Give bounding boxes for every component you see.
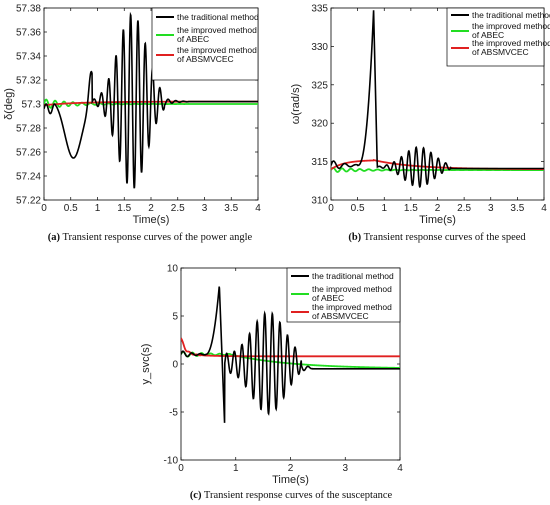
x-tick-label: 2 bbox=[435, 203, 441, 214]
series-line bbox=[331, 10, 544, 188]
y-axis-label: y_svc(s) bbox=[140, 344, 152, 385]
y-tick-label: 57.24 bbox=[16, 172, 41, 183]
series-line bbox=[181, 337, 400, 358]
legend-label-line: the improved method bbox=[177, 45, 257, 55]
y-tick-label: 57.26 bbox=[16, 148, 41, 159]
series-line bbox=[44, 11, 258, 189]
series-line bbox=[181, 286, 400, 423]
x-tick-label: 2.5 bbox=[457, 203, 471, 214]
x-tick-label: 0.5 bbox=[351, 203, 365, 214]
legend-label: the traditional method bbox=[472, 10, 550, 20]
y-tick-label: 5 bbox=[172, 312, 178, 323]
legend-box bbox=[151, 7, 259, 81]
x-tick-label: 4 bbox=[541, 203, 547, 214]
y-axis-label: δ(deg) bbox=[3, 88, 15, 120]
y-tick-label: 0 bbox=[172, 360, 178, 371]
y-tick-label: 325 bbox=[311, 80, 328, 91]
legend-label: the improved method of ABSMVCEC bbox=[312, 302, 392, 321]
x-tick-label: 3 bbox=[342, 463, 348, 474]
y-tick-label: 57.38 bbox=[16, 4, 41, 15]
legend-label: the improved method of ABEC bbox=[472, 21, 550, 40]
legend-label-line: of ABSMVCEC bbox=[177, 54, 234, 64]
caption-text: Transient response curves of the speed bbox=[361, 232, 526, 243]
legend-label: the improved method of ABSMVCEC bbox=[177, 45, 257, 64]
x-tick-label: 1.5 bbox=[117, 203, 131, 214]
y-tick-label: 57.22 bbox=[16, 196, 41, 207]
chart-panel: 0 0.5 1 1.5 2 2.5 3 3.5 4 310 315 320 325 330 335 the t… bbox=[290, 4, 550, 244]
legend-label: the improved method of ABSMVCEC bbox=[472, 38, 550, 57]
legend-label-line: of ABSMVCEC bbox=[472, 47, 529, 57]
y-tick-label: 57.34 bbox=[16, 52, 41, 63]
chart-caption: (c) Transient response curves of the sus… bbox=[190, 490, 393, 501]
legend-label-line: the improved method bbox=[472, 21, 550, 31]
x-tick-label: 0.5 bbox=[64, 203, 78, 214]
x-tick-label: 1 bbox=[233, 463, 239, 474]
legend-label-line: of ABSMVCEC bbox=[312, 311, 369, 321]
y-tick-label: 315 bbox=[311, 157, 328, 168]
legend-label-line: the improved method bbox=[312, 284, 392, 294]
y-tick-label: 310 bbox=[311, 196, 328, 207]
y-axis-label: ω(rad/s) bbox=[290, 84, 302, 124]
legend-label-line: of ABEC bbox=[472, 30, 504, 40]
x-tick-label: 0 bbox=[178, 463, 184, 474]
legend-label-line: the improved method bbox=[177, 25, 257, 35]
x-axis-label: Time(s) bbox=[133, 214, 170, 226]
legend-label-line: the improved method bbox=[312, 302, 392, 312]
x-tick-label: 3.5 bbox=[224, 203, 238, 214]
y-tick-label: 57.32 bbox=[16, 76, 41, 87]
x-tick-label: 1.5 bbox=[404, 203, 418, 214]
legend-label-line: the improved method bbox=[472, 38, 550, 48]
caption-label: (a) bbox=[48, 232, 61, 243]
x-tick-label: 2 bbox=[148, 203, 154, 214]
x-axis-label: Time(s) bbox=[272, 474, 309, 486]
series-line bbox=[181, 350, 400, 369]
y-tick-label: 335 bbox=[311, 4, 328, 15]
chart-caption: (a) Transient response curves of the pow… bbox=[48, 232, 253, 243]
y-tick-label: 10 bbox=[167, 264, 179, 275]
legend-label: the improved method of ABEC bbox=[312, 284, 392, 303]
legend-box bbox=[446, 7, 545, 67]
caption-label: (c) bbox=[190, 490, 202, 501]
x-tick-label: 3 bbox=[202, 203, 208, 214]
x-tick-label: 4 bbox=[397, 463, 403, 474]
x-tick-label: 1 bbox=[95, 203, 101, 214]
y-tick-label: 320 bbox=[311, 119, 328, 130]
y-tick-label: 57.28 bbox=[16, 124, 41, 135]
chart-panel: 0 0.5 1 1.5 2 2.5 3 3.5 4 57.22 57.24 57.26 57.28 57.… bbox=[3, 4, 261, 244]
x-tick-label: 0 bbox=[328, 203, 334, 214]
y-tick-label: 57.36 bbox=[16, 28, 41, 39]
legend-label: the traditional method bbox=[312, 271, 394, 281]
caption-label: (b) bbox=[348, 232, 361, 243]
caption-text: Transient response curves of the power a… bbox=[60, 232, 253, 243]
x-tick-label: 4 bbox=[255, 203, 261, 214]
x-tick-label: 3.5 bbox=[510, 203, 524, 214]
x-tick-label: 2 bbox=[288, 463, 294, 474]
x-axis-label: Time(s) bbox=[419, 214, 456, 226]
x-tick-label: 1 bbox=[381, 203, 387, 214]
x-tick-label: 0 bbox=[41, 203, 47, 214]
x-tick-label: 3 bbox=[488, 203, 494, 214]
x-tick-label: 2.5 bbox=[171, 203, 185, 214]
caption-text: Transient response curves of the suscept… bbox=[201, 490, 392, 501]
series-line bbox=[331, 166, 544, 173]
legend-label: the improved method of ABEC bbox=[177, 25, 257, 44]
y-tick-label: 330 bbox=[311, 42, 328, 53]
y-tick-label: 57.3 bbox=[22, 100, 42, 111]
chart-panel: 0 1 2 3 4 -10 -5 0 5 10 the traditional method the … bbox=[140, 264, 403, 502]
y-tick-label: -10 bbox=[164, 456, 179, 467]
legend-label-line: of ABEC bbox=[177, 34, 209, 44]
legend-label-line: of ABEC bbox=[312, 293, 344, 303]
legend-label: the traditional method bbox=[177, 12, 259, 22]
y-tick-label: -5 bbox=[169, 408, 178, 419]
chart-caption: (b) Transient response curves of the spe… bbox=[348, 232, 526, 243]
